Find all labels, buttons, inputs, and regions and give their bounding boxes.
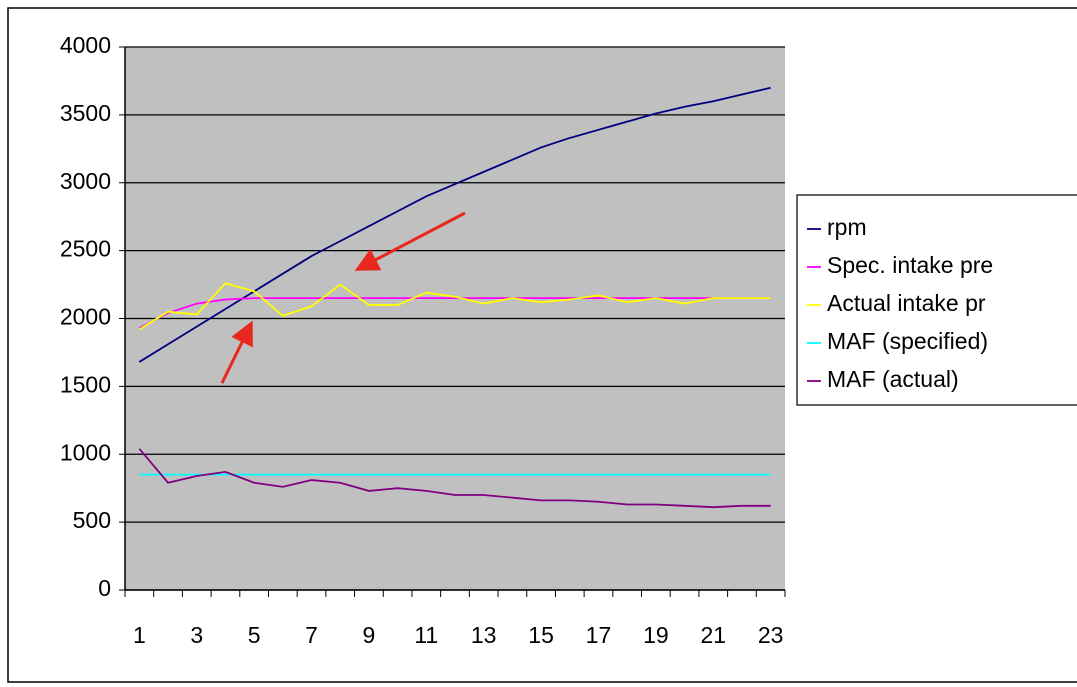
x-tick-label: 5 (248, 622, 261, 648)
y-tick-label: 4000 (60, 32, 111, 58)
x-tick-label: 9 (363, 622, 376, 648)
legend-label: Spec. intake pre (827, 252, 993, 278)
y-tick-label: 0 (98, 575, 111, 601)
series-line (138, 297, 771, 329)
legend-box (796, 194, 1077, 406)
legend-label: Actual intake pr (827, 290, 986, 316)
x-tick-label: 23 (758, 622, 784, 648)
x-tick-label: 1 (133, 622, 146, 648)
legend-label: MAF (specified) (827, 328, 988, 354)
legend: rpm Spec. intake pre Actual intake pr MAF (… (796, 194, 1077, 406)
x-tick-label: 21 (700, 622, 726, 648)
series-line (138, 86, 771, 363)
series-line (138, 448, 771, 509)
x-tick-label: 13 (471, 622, 497, 648)
x-tick-label: 17 (586, 622, 612, 648)
x-tick-label: 7 (305, 622, 318, 648)
y-tick-label: 2000 (60, 304, 111, 330)
y-tick-label: 2500 (60, 236, 111, 262)
y-tick-label: 3000 (60, 168, 111, 194)
x-tick-label: 15 (528, 622, 554, 648)
y-tick-label: 1000 (60, 439, 111, 465)
x-tick-label: 19 (643, 622, 669, 648)
x-tick-label: 3 (190, 622, 203, 648)
legend-label: MAF (actual) (827, 366, 959, 392)
y-tick-label: 3500 (60, 100, 111, 126)
arrow (354, 211, 466, 271)
y-tick-label: 500 (73, 507, 111, 533)
arrow (220, 320, 253, 384)
series-line (138, 282, 771, 331)
legend-label: rpm (827, 214, 867, 240)
y-tick-label: 1500 (60, 371, 111, 397)
x-tick-label: 11 (414, 622, 438, 648)
